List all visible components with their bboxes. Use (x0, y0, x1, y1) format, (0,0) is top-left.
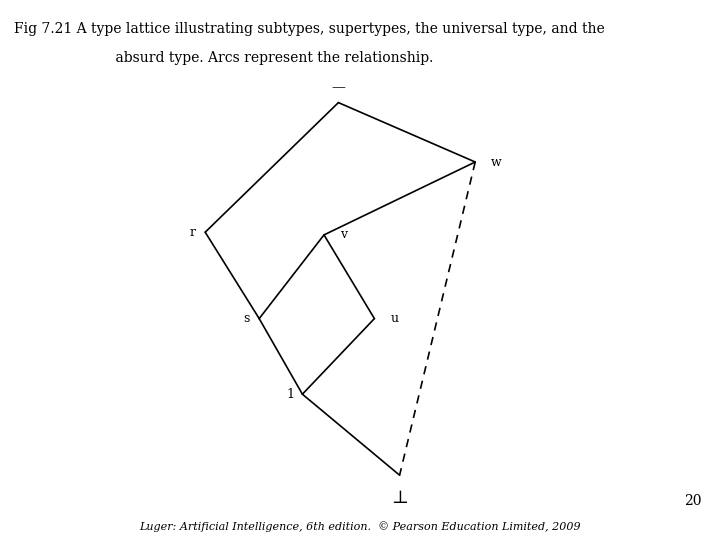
Text: w: w (491, 156, 502, 168)
Text: v: v (340, 228, 347, 241)
Text: Luger: Artificial Intelligence, 6th edition.  © Pearson Education Limited, 2009: Luger: Artificial Intelligence, 6th edit… (139, 521, 581, 532)
Text: absurd type. Arcs represent the relationship.: absurd type. Arcs represent the relation… (76, 51, 433, 65)
Text: 1: 1 (287, 388, 294, 401)
Text: r: r (189, 226, 195, 239)
Text: ⊥: ⊥ (391, 489, 408, 507)
Text: —: — (331, 80, 346, 94)
Text: 20: 20 (685, 494, 702, 508)
Text: s: s (243, 312, 250, 325)
Text: Fig 7.21 A type lattice illustrating subtypes, supertypes, the universal type, a: Fig 7.21 A type lattice illustrating sub… (14, 22, 605, 36)
Text: u: u (390, 312, 398, 325)
